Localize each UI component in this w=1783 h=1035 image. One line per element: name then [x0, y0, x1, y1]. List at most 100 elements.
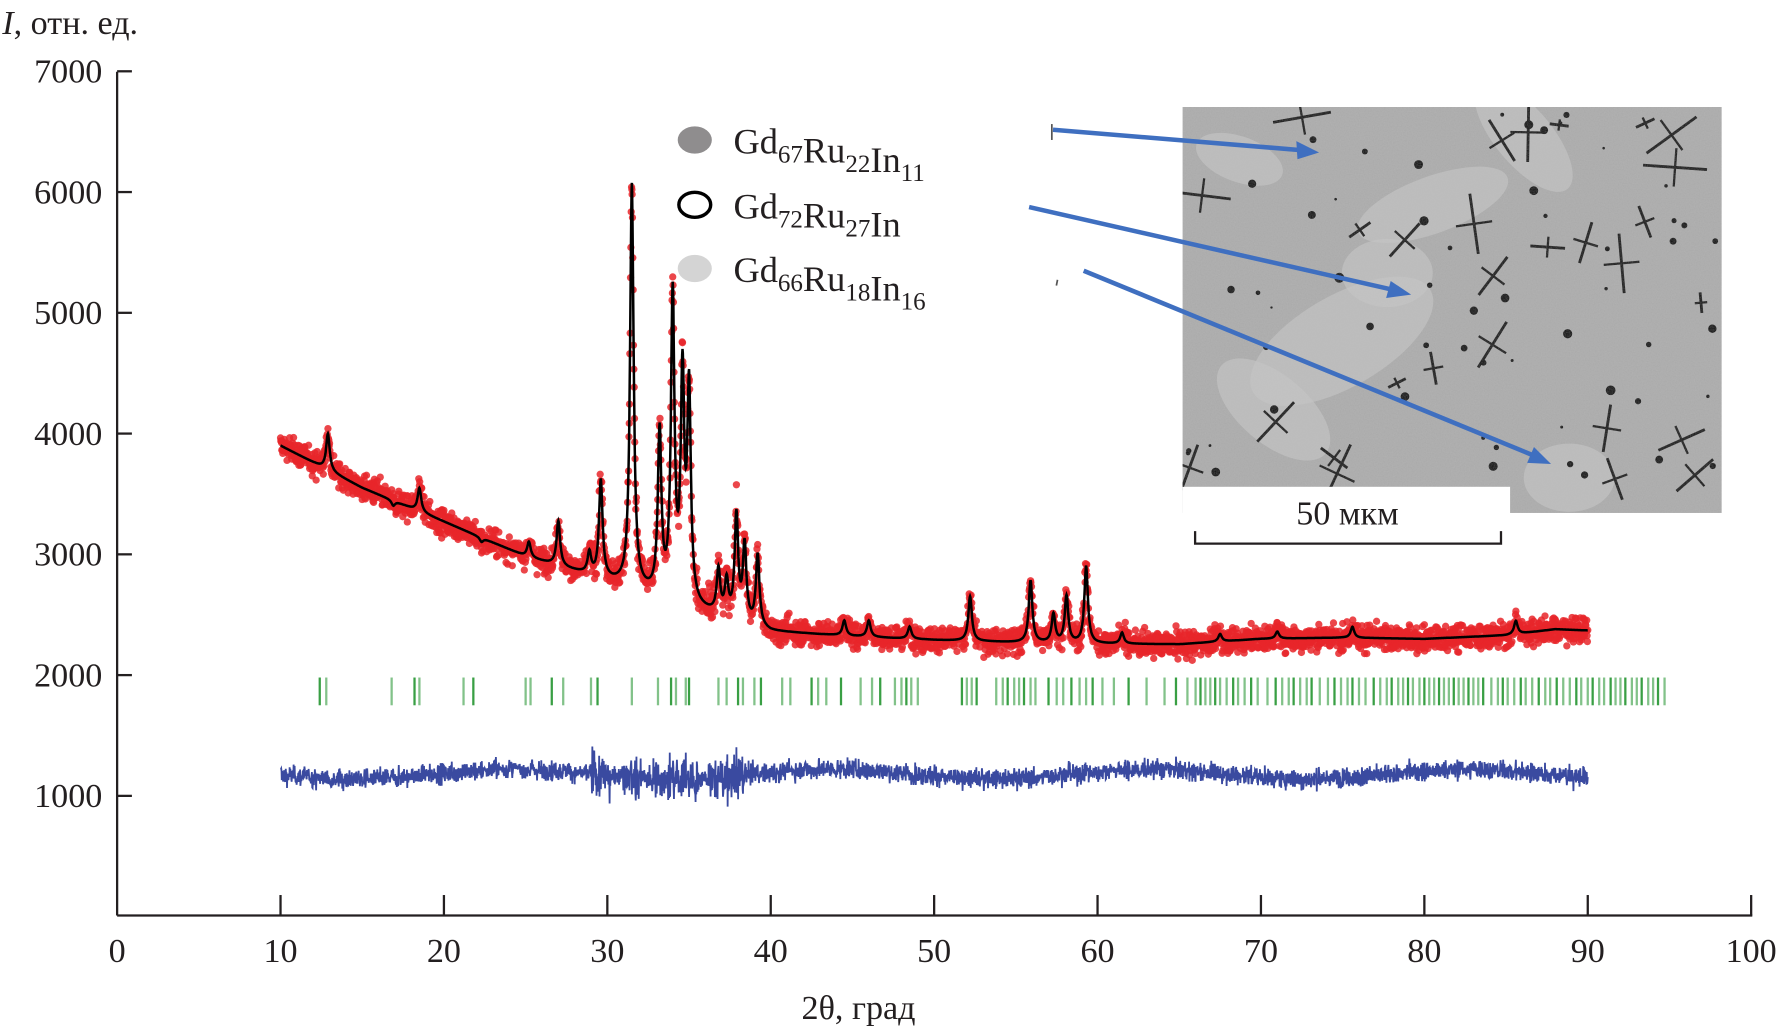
y-axis-label: I, отн. ед.	[1, 5, 138, 42]
difference-curve-line	[280, 746, 1589, 807]
x-tick-label: 20	[427, 933, 461, 970]
legend-item: Gd72Ru27In	[677, 186, 901, 245]
observed-point	[592, 570, 601, 578]
observed-point	[1124, 652, 1133, 660]
observed-point	[1329, 619, 1338, 627]
y-tick-label: 1000	[34, 778, 102, 815]
y-tick-label: 3000	[34, 537, 102, 574]
observed-point	[828, 620, 836, 628]
legend-label: Gd72Ru27In	[733, 186, 900, 244]
x-axis-label: 2θ, град	[802, 990, 916, 1027]
observed-point	[1058, 646, 1066, 654]
micrograph-inset: 50 мкм	[1182, 107, 1722, 545]
observed-point	[1372, 617, 1381, 625]
x-tick-label: 100	[1726, 933, 1777, 970]
observed-point	[1188, 656, 1196, 664]
observed-point	[426, 497, 434, 506]
observed-point	[289, 433, 298, 442]
observed-point	[1038, 646, 1047, 655]
observed-point	[746, 617, 755, 626]
observed-point	[495, 528, 503, 536]
observed-point	[619, 569, 628, 577]
observed-point	[319, 470, 327, 478]
y-tick-label: 7000	[34, 54, 102, 91]
observed-point	[961, 640, 970, 648]
x-tick-label: 30	[590, 933, 624, 970]
observed-point	[682, 478, 690, 486]
axes: 0 10 20 30 40 50 60 70 80 90 100 1000 2000 3000 4000 50…	[34, 54, 1777, 970]
x-tick-label: 50	[917, 933, 951, 970]
filled-circle-marker-icon	[677, 126, 712, 154]
observed-point	[953, 647, 961, 656]
y-tick-label: 4000	[34, 416, 102, 453]
x-tick-label: 90	[1571, 933, 1605, 970]
observed-point	[815, 641, 824, 650]
observed-point	[727, 602, 735, 610]
observed-point	[719, 601, 727, 609]
observed-point	[1420, 621, 1428, 629]
scale-bar	[1193, 531, 1503, 545]
legend-item: Gd67Ru22In11	[677, 122, 925, 187]
observed-point	[714, 551, 723, 559]
legend-label: Gd67Ru22In11	[733, 122, 924, 187]
x-tick-label: 40	[754, 933, 788, 970]
observed-point	[549, 561, 557, 570]
observed-point	[330, 452, 338, 460]
observed-point	[1583, 616, 1591, 624]
x-tick-label: 60	[1080, 933, 1114, 970]
observed-point	[649, 577, 657, 586]
observed-point	[376, 473, 384, 481]
observed-point	[715, 557, 723, 565]
observed-point	[1508, 638, 1516, 646]
observed-point	[719, 610, 727, 618]
observed-point	[785, 609, 793, 617]
observed-point	[1363, 649, 1371, 658]
observed-point	[1541, 612, 1549, 620]
observed-point	[656, 414, 664, 422]
filled-circle-marker-icon	[677, 254, 712, 283]
observed-point	[669, 273, 677, 281]
observed-point	[520, 566, 528, 574]
observed-point	[1455, 648, 1463, 656]
observed-point	[1339, 646, 1347, 654]
observed-point	[1121, 618, 1129, 626]
observed-point	[440, 506, 448, 514]
observed-point	[1563, 642, 1571, 650]
observed-point	[324, 424, 332, 433]
scale-label-box	[1182, 486, 1511, 516]
observed-point	[304, 441, 313, 449]
observed-point	[725, 611, 733, 620]
observed-point	[1077, 643, 1085, 651]
scale-bar-label: 50 мкм	[1296, 495, 1398, 532]
observed-point	[533, 571, 541, 579]
observed-point	[582, 569, 591, 578]
y-tick-label: 6000	[34, 174, 102, 211]
open-circle-marker-icon	[677, 190, 713, 220]
observed-point	[416, 478, 424, 486]
observed-point	[596, 470, 604, 478]
observed-point	[616, 578, 624, 586]
observed-point	[674, 522, 683, 531]
y-tick-label: 5000	[34, 295, 102, 332]
legend-label: Gd66Ru18In16	[733, 250, 925, 315]
observed-point	[1150, 654, 1158, 663]
observed-point	[1583, 637, 1592, 646]
observed-point	[544, 573, 552, 582]
observed-point	[678, 339, 687, 347]
observed-point	[663, 551, 671, 560]
observed-point	[754, 540, 762, 549]
observed-point	[505, 533, 513, 541]
x-tick-label: 80	[1407, 933, 1441, 970]
observed-point	[1216, 622, 1225, 630]
observed-point	[1125, 629, 1133, 637]
observed-point	[701, 588, 709, 596]
x-tick-label: 0	[109, 933, 126, 970]
observed-point	[737, 582, 745, 590]
y-tick-label: 2000	[34, 657, 102, 694]
observed-point	[362, 471, 371, 479]
observed-point	[708, 613, 717, 621]
bragg-tick-marks	[318, 677, 1666, 706]
observed-point	[403, 518, 411, 526]
legend-item: Gd66Ru18In16	[677, 250, 926, 315]
